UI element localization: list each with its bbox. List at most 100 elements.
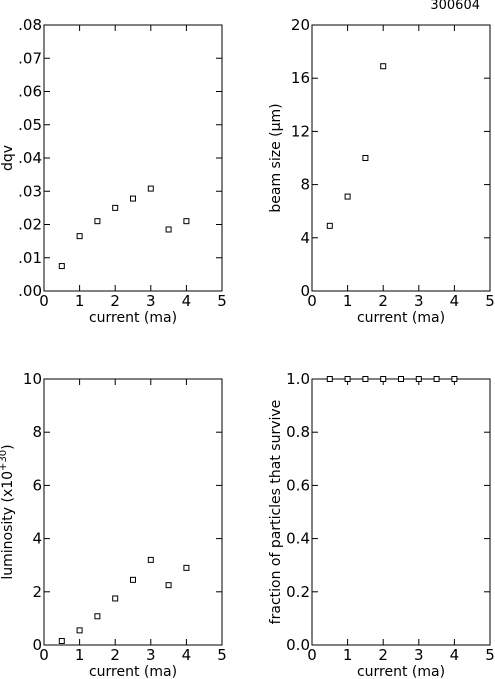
x-tick-label: 3 [414, 646, 424, 664]
x-tick-label: 5 [485, 646, 495, 664]
y-tick-label: 0.4 [286, 530, 310, 548]
data-point [183, 564, 190, 571]
y-axis-label: dqv [0, 145, 16, 171]
chart-1: 0 1 2 3 4 5 .00 .01 .02 .03 .04 .05 .06 .07 .08 current… [0, 16, 227, 326]
data-point [58, 638, 65, 645]
y-axis-unit: (x10 [0, 471, 16, 503]
y-tick-label: 0 [32, 636, 42, 654]
x-tick-label: 1 [343, 292, 353, 310]
x-tick-label: 4 [450, 292, 460, 310]
x-tick-label: 0 [307, 646, 317, 664]
data-point [76, 233, 83, 240]
x-axis-label: current (ma) [357, 310, 445, 326]
data-point [94, 613, 101, 620]
y-tick-label: .04 [18, 149, 42, 167]
data-point [183, 218, 190, 225]
x-tick-label: 2 [110, 292, 120, 310]
figure-id: 300604 [430, 0, 480, 13]
x-tick-label: 2 [378, 646, 388, 664]
y-tick-label: 10 [23, 370, 42, 388]
data-point [165, 582, 172, 589]
x-tick-label: 2 [110, 646, 120, 664]
y-tick-label: 8 [300, 176, 310, 194]
data-point [326, 376, 333, 382]
y-tick-label: 8 [32, 423, 42, 441]
x-tick-label: 1 [75, 292, 85, 310]
y-tick-label: 1.0 [286, 370, 310, 388]
x-tick-label: 0 [39, 646, 49, 664]
x-tick-label: 3 [146, 646, 156, 664]
data-point [165, 226, 172, 233]
y-axis-label: luminosity (x10+30) [0, 444, 16, 579]
y-tick-label: 20 [291, 16, 310, 34]
y-tick-label: 16 [291, 69, 310, 87]
x-tick-label: 4 [182, 646, 192, 664]
data-point [130, 576, 136, 583]
plot-frame [43, 24, 223, 292]
y-tick-label: 6 [32, 476, 42, 494]
plot-frame [43, 378, 223, 646]
data-point [380, 63, 387, 70]
data-point [130, 195, 136, 202]
data-point [76, 627, 83, 634]
data-point [147, 185, 154, 192]
x-tick-label: 5 [217, 292, 227, 310]
y-tick-label: 0.2 [286, 583, 310, 601]
data-point [362, 376, 369, 382]
x-tick-label: 3 [414, 292, 424, 310]
y-tick-label: 0 [300, 282, 310, 300]
y-tick-label: 2 [32, 583, 42, 601]
y-tick-label: .06 [18, 83, 42, 101]
data-point [147, 556, 154, 563]
x-axis-label: current (ma) [89, 310, 177, 326]
data-point [451, 376, 458, 382]
y-axis-unit-close: ) [0, 444, 16, 449]
x-tick-label: 0 [39, 292, 49, 310]
y-tick-label: .00 [18, 282, 42, 300]
x-axis-label: current (ma) [357, 664, 445, 679]
y-axis-label: beam size (μm) [268, 103, 284, 212]
y-tick-label: .05 [18, 116, 42, 134]
y-tick-label: .03 [18, 182, 42, 200]
x-tick-label: 5 [217, 646, 227, 664]
data-point [398, 376, 404, 382]
y-tick-label: .02 [18, 216, 42, 234]
y-tick-label: 4 [32, 530, 42, 548]
y-tick-label: 0.0 [286, 636, 310, 654]
x-tick-label: 5 [485, 292, 495, 310]
data-point [112, 595, 119, 602]
y-tick-label: 12 [291, 122, 310, 140]
data-point [94, 218, 101, 225]
x-tick-label: 4 [182, 292, 192, 310]
data-point [326, 222, 333, 229]
y-tick-label: 0.8 [286, 423, 310, 441]
data-point [362, 155, 369, 161]
y-tick-label: 0.6 [286, 476, 310, 494]
x-tick-label: 0 [307, 292, 317, 310]
x-tick-label: 2 [378, 292, 388, 310]
y-tick-label: .01 [18, 249, 42, 267]
x-tick-label: 1 [75, 646, 85, 664]
data-point [415, 376, 422, 382]
y-axis-unit-exponent: +30 [0, 450, 9, 471]
plot-frame [311, 378, 491, 646]
data-point [112, 204, 119, 211]
x-tick-label: 1 [343, 646, 353, 664]
data-point [433, 376, 440, 382]
y-tick-label: .08 [18, 16, 42, 34]
charts: 0 1 2 3 4 5.00.01.02.03.04.05.06.07.08current… [0, 16, 495, 679]
y-axis-label: fraction of particles that survive [268, 400, 284, 625]
y-tick-label: 4 [300, 229, 310, 247]
y-tick-label: .07 [18, 49, 42, 67]
data-point [344, 376, 351, 382]
x-axis-label: current (ma) [89, 664, 177, 679]
data-point [58, 263, 65, 270]
data-point [380, 376, 387, 382]
x-tick-label: 4 [450, 646, 460, 664]
chart-4: 0 1 2 3 4 5 0.0 0.2 0.4 0.6 0.8 1.0 current (ma) frac… [268, 370, 495, 679]
x-tick-label: 3 [146, 292, 156, 310]
data-point [344, 193, 351, 200]
